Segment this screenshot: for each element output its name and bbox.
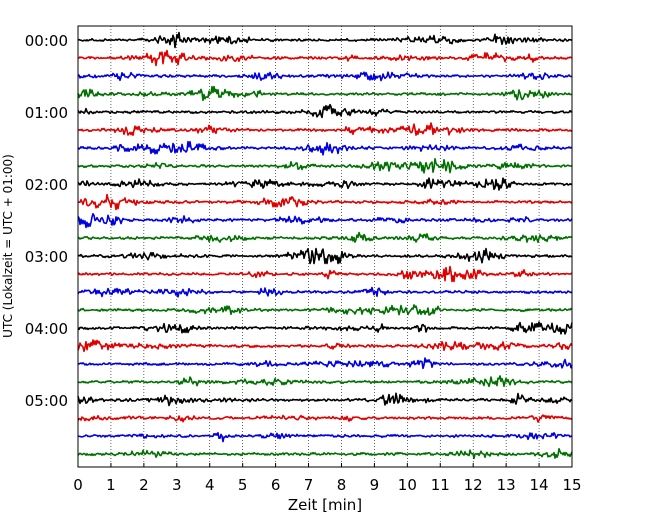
x-tick-label: 12 xyxy=(464,476,483,494)
seismic-trace xyxy=(77,71,573,82)
y-tick-label: 00:00 xyxy=(25,32,68,50)
x-tick-label: 2 xyxy=(139,476,149,494)
x-tick-label: 4 xyxy=(205,476,215,494)
seismic-trace xyxy=(77,31,573,49)
y-axis: 00:00 01:00 02:00 03:00 04:00 05:00 xyxy=(25,32,82,410)
seismic-trace xyxy=(77,247,573,265)
x-tick-label: 7 xyxy=(304,476,314,494)
seismic-trace xyxy=(77,193,573,211)
x-tick-label: 9 xyxy=(370,476,380,494)
seismic-trace xyxy=(77,140,573,156)
y-tick-label: 03:00 xyxy=(25,248,68,266)
seismic-trace xyxy=(77,49,573,67)
x-tick-label: 8 xyxy=(337,476,347,494)
seismic-trace xyxy=(77,286,573,298)
x-tick-label: 14 xyxy=(530,476,549,494)
seismic-trace xyxy=(77,321,573,335)
seismic-trace xyxy=(77,85,573,102)
x-tick-label: 11 xyxy=(431,476,450,494)
seismic-trace xyxy=(77,304,573,316)
y-tick-label: 04:00 xyxy=(25,320,68,338)
seismic-trace xyxy=(77,177,573,191)
x-axis-label: Zeit [min] xyxy=(288,496,362,514)
seismic-trace xyxy=(77,448,573,460)
seismic-trace xyxy=(77,392,573,407)
x-tick-label: 15 xyxy=(562,476,581,494)
x-tick-label: 5 xyxy=(238,476,248,494)
seismic-trace xyxy=(77,414,573,423)
seismic-trace xyxy=(77,431,573,443)
x-tick-label: 3 xyxy=(172,476,182,494)
x-tick-label: 13 xyxy=(497,476,516,494)
x-tick-label: 6 xyxy=(271,476,281,494)
y-tick-label: 05:00 xyxy=(25,392,68,410)
seismic-trace xyxy=(77,357,573,370)
x-tick-label: 0 xyxy=(73,476,83,494)
y-tick-label: 01:00 xyxy=(25,104,68,122)
seismic-trace xyxy=(77,122,573,137)
x-tick-label: 1 xyxy=(106,476,116,494)
x-axis: 0 1 2 3 4 5 6 7 8 9 10 11 12 13 14 15 xyxy=(73,463,582,494)
y-tick-label: 02:00 xyxy=(25,176,68,194)
y-axis-label: UTC (Lokalzeit = UTC + 01:00) xyxy=(1,154,15,338)
plot-frame xyxy=(77,25,573,468)
seismic-trace xyxy=(77,157,573,174)
seismic-trace xyxy=(77,265,573,283)
seismic-trace xyxy=(77,231,573,244)
seismic-trace xyxy=(77,375,573,388)
x-tick-label: 10 xyxy=(398,476,417,494)
seismogram-traces xyxy=(77,31,573,460)
seismic-trace xyxy=(77,212,573,229)
seismic-trace xyxy=(77,103,573,119)
seismic-trace xyxy=(77,339,573,353)
